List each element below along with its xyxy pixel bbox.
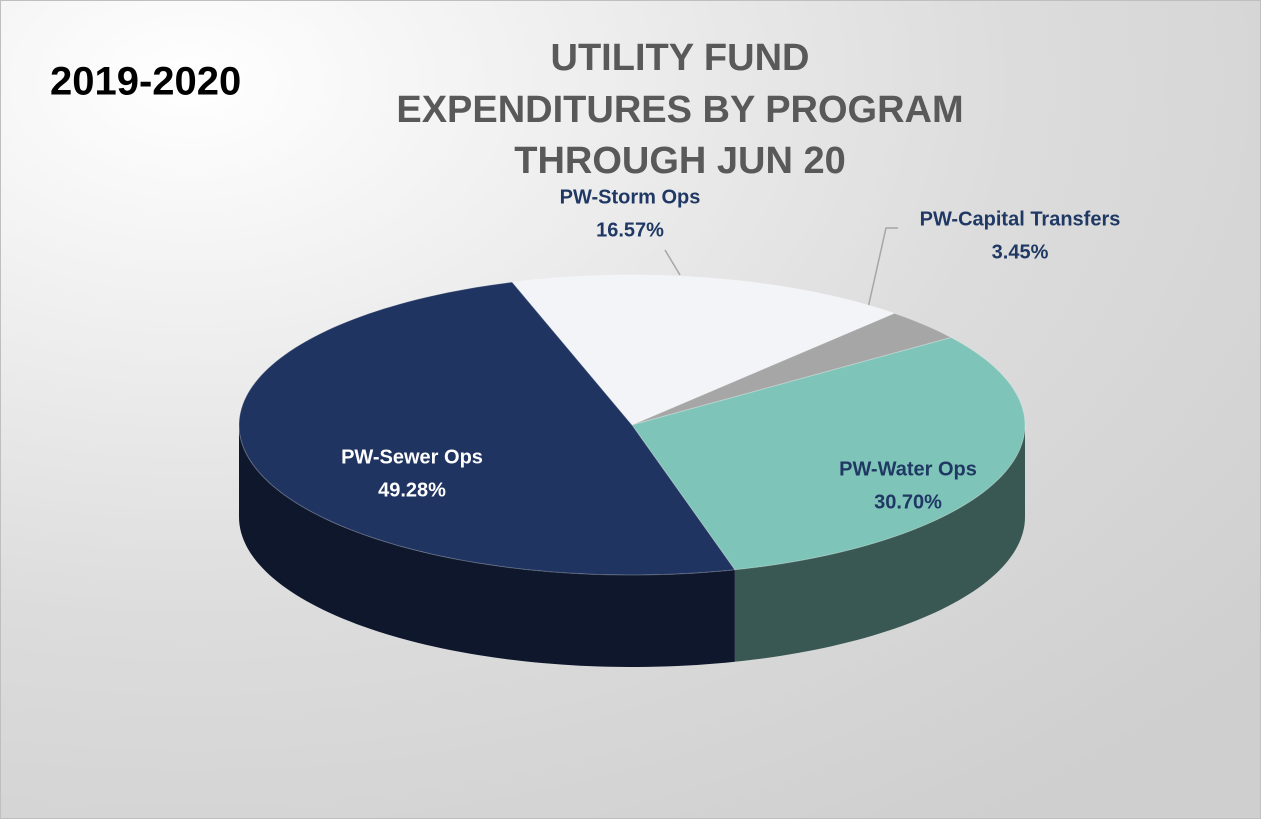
slice-value-label: 3.45% — [992, 241, 1049, 263]
slice-side — [239, 425, 735, 667]
chart-title: UTILITY FUND — [551, 37, 810, 79]
slice — [631, 336, 1026, 571]
slice-value-label: 30.70% — [874, 491, 942, 513]
slice — [631, 312, 953, 426]
pie — [238, 274, 1026, 667]
leader-line — [664, 249, 681, 276]
year-label: 2019-2020 — [50, 60, 241, 104]
slice-value-label: 16.57% — [596, 219, 664, 241]
chart-title: EXPENDITURES BY PROGRAM — [396, 89, 963, 131]
slice-label: PW-Sewer Ops — [341, 446, 483, 468]
chart-title: THROUGH JUN 20 — [514, 140, 846, 182]
slice — [238, 281, 736, 576]
slice-side — [734, 425, 1025, 662]
slice-label: PW-Water Ops — [839, 458, 977, 480]
leader-line — [867, 227, 898, 309]
slice — [511, 274, 896, 426]
slice-label: PW-Capital Transfers — [920, 208, 1121, 230]
slice-label: PW-Storm Ops — [560, 186, 701, 208]
slice-value-label: 49.28% — [378, 479, 446, 501]
